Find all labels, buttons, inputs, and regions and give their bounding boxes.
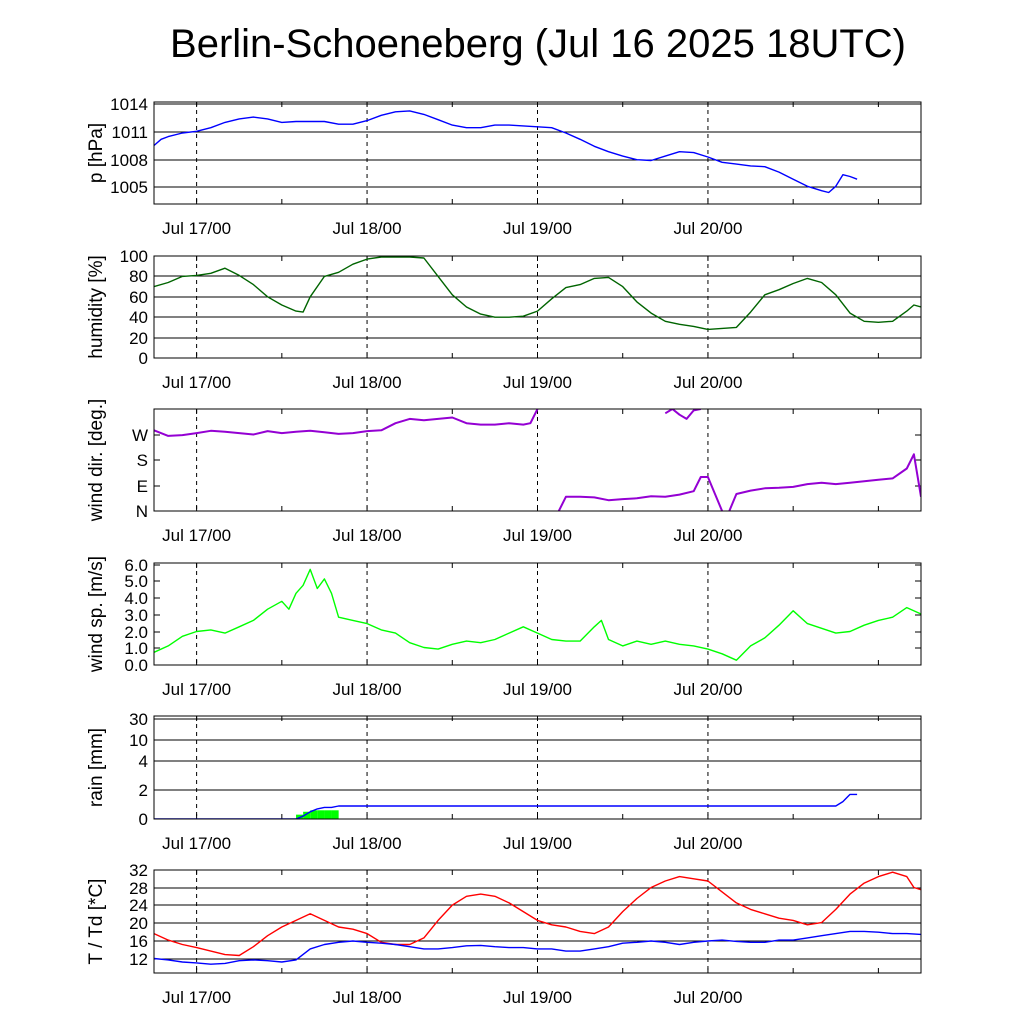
panel-wind-speed: 0.01.02.03.04.05.06.0 wind sp. [m/s] Jul 1…: [86, 556, 922, 699]
rain-bar: [331, 810, 339, 819]
data-area: [154, 110, 858, 194]
y-tick-label: 1011: [111, 123, 148, 142]
y-axis-label: p [hPa]: [86, 123, 107, 183]
x-tick-label: Jul 18/00: [333, 988, 402, 1007]
y-tick-label: 2: [139, 781, 148, 800]
y-tick-label: 20: [129, 329, 148, 348]
y-tick-label: 24: [129, 896, 148, 915]
x-tick-label: Jul 17/00: [162, 680, 231, 699]
data-area: [154, 256, 921, 331]
rain-bar: [303, 811, 311, 819]
y-tick-label: 16: [129, 932, 148, 951]
data-area: [154, 568, 921, 661]
wind-direction-line: [664, 409, 673, 415]
y-tick-label: 20: [129, 914, 148, 933]
y-tick-label: 32: [129, 861, 148, 880]
y-tick-label: 1008: [110, 151, 148, 170]
y-axis-label: T / Td [*C]: [86, 879, 107, 965]
y-tick-label: 12: [129, 950, 148, 969]
plot-frame: [153, 101, 922, 205]
data-area: [154, 871, 921, 965]
y-tick-label: 1005: [110, 178, 148, 197]
plot-frame: [153, 255, 922, 359]
x-tick-label: Jul 20/00: [673, 526, 742, 545]
temperature-line: [154, 871, 921, 957]
x-tick-label: Jul 17/00: [162, 526, 231, 545]
wind-direction-line: [728, 453, 921, 511]
x-tick-label: Jul 19/00: [503, 373, 572, 392]
y-tick-label: 0: [139, 349, 148, 368]
y-tick-label: 10: [129, 731, 148, 750]
y-tick-label: 100: [120, 247, 148, 266]
y-tick-label: 0: [139, 810, 148, 829]
x-tick-label: Jul 18/00: [333, 219, 402, 238]
y-tick-label: W: [132, 426, 148, 445]
chart-title: Berlin-Schoeneberg (Jul 16 2025 18UTC): [170, 22, 906, 66]
y-axis-label: rain [mm]: [86, 728, 107, 807]
x-tick-label: Jul 18/00: [333, 373, 402, 392]
x-tick-label: Jul 17/00: [162, 988, 231, 1007]
x-tick-label: Jul 20/00: [673, 219, 742, 238]
y-tick-label: E: [137, 477, 148, 496]
x-tick-label: Jul 19/00: [503, 680, 572, 699]
y-tick-label: 6.0: [124, 556, 148, 575]
x-tick-label: Jul 19/00: [503, 219, 572, 238]
y-tick-label: 1.0: [124, 639, 148, 658]
x-tick-label: Jul 18/00: [333, 834, 402, 853]
y-tick-label: 0.0: [124, 656, 148, 675]
x-tick-label: Jul 19/00: [503, 526, 572, 545]
y-axis-label: wind dir. [deg.]: [86, 399, 107, 523]
y-tick-label: N: [136, 502, 148, 521]
plot-frame: [153, 715, 922, 820]
x-tick-label: Jul 17/00: [162, 834, 231, 853]
y-tick-label: 4.0: [124, 589, 148, 608]
pressure-line: [154, 110, 858, 194]
plot-frame: [153, 408, 922, 512]
y-tick-label: 80: [129, 267, 148, 286]
rain-sum-line: [154, 793, 858, 819]
dewpoint-line: [154, 930, 921, 965]
y-axis-label: wind sp. [m/s]: [86, 556, 107, 673]
x-tick-label: Jul 18/00: [333, 680, 402, 699]
y-tick-label: 40: [129, 308, 148, 327]
y-axis-label: humidity [%]: [86, 255, 107, 358]
plot-frame: [153, 869, 922, 974]
rain-bar: [324, 810, 332, 819]
y-tick-label: 5.0: [124, 572, 148, 591]
data-area: [154, 409, 921, 511]
humidity-line: [154, 256, 921, 331]
x-tick-label: Jul 17/00: [162, 373, 231, 392]
y-tick-label: 3.0: [124, 606, 148, 625]
y-tick-label: 28: [129, 879, 148, 898]
x-tick-label: Jul 20/00: [673, 680, 742, 699]
x-tick-label: Jul 20/00: [673, 834, 742, 853]
rain-bar: [317, 810, 325, 819]
y-tick-label: 60: [129, 288, 148, 307]
data-area: [154, 793, 858, 819]
y-tick-label: 1014: [110, 95, 148, 114]
x-tick-label: Jul 17/00: [162, 219, 231, 238]
panel-rain: 0 2 4 10 30 rain [mm] Jul 17/00 Jul 18/00 Jul 19…: [86, 710, 922, 853]
x-tick-label: Jul 18/00: [333, 526, 402, 545]
rain-bar: [310, 810, 318, 819]
x-tick-label: Jul 19/00: [503, 988, 572, 1007]
y-tick-label: 4: [139, 752, 148, 771]
y-tick-label: S: [137, 451, 148, 470]
wind-direction-line: [671, 409, 701, 420]
y-tick-label: 30: [129, 710, 148, 729]
x-tick-label: Jul 20/00: [673, 988, 742, 1007]
wind-speed-line: [154, 568, 921, 661]
wind-direction-line: [154, 409, 539, 437]
wind-direction-line: [557, 476, 724, 511]
x-tick-label: Jul 19/00: [503, 834, 572, 853]
x-tick-label: Jul 20/00: [673, 373, 742, 392]
y-tick-label: 2.0: [124, 623, 148, 642]
plot-frame: [153, 562, 922, 666]
